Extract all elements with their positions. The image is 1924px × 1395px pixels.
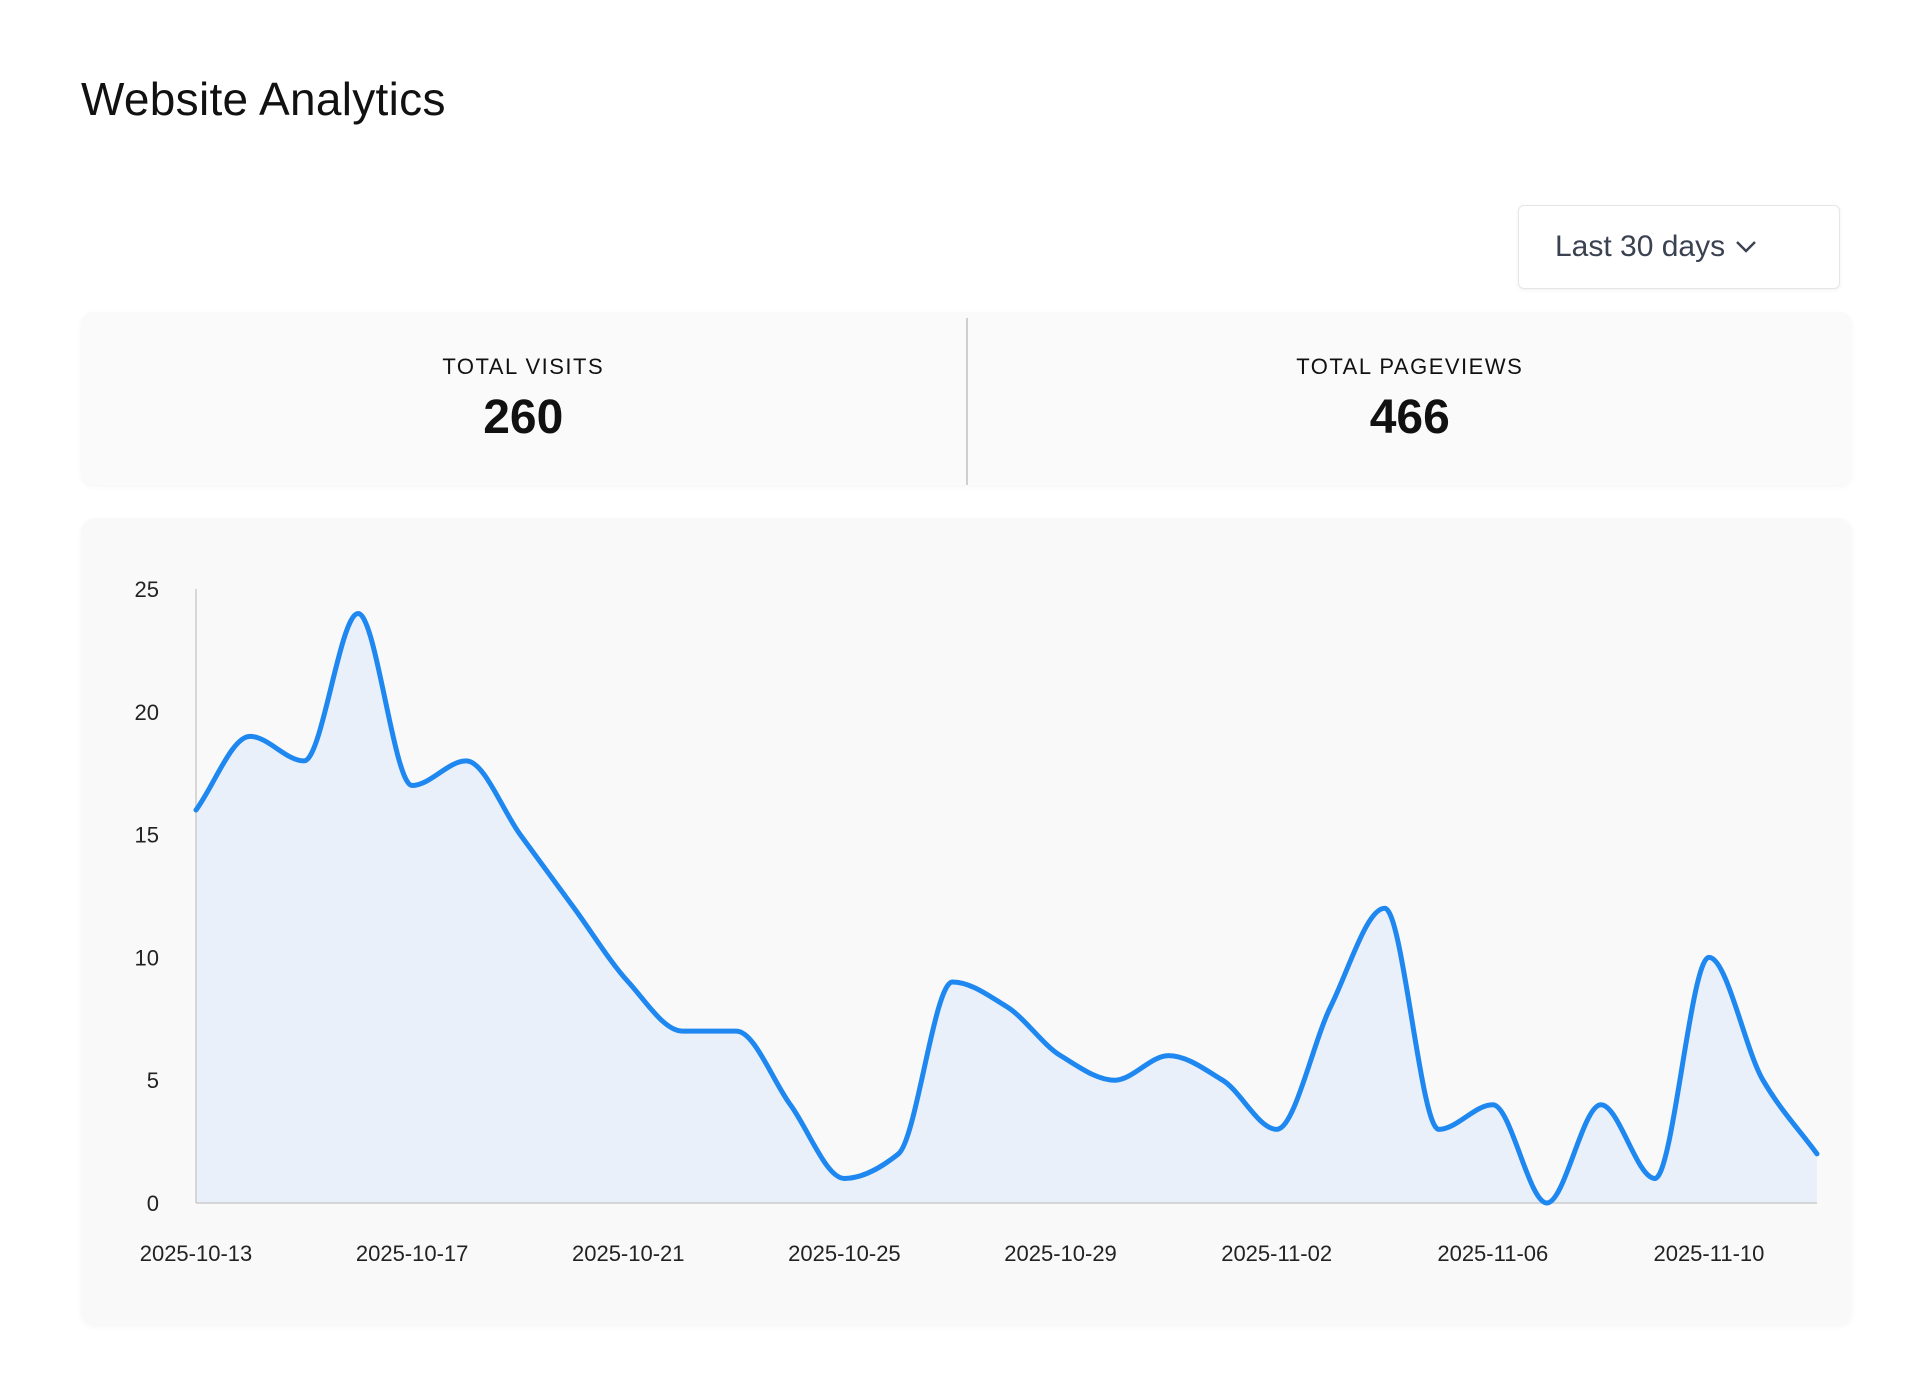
y-tick-label: 25 (135, 577, 159, 602)
stat-label: TOTAL VISITS (442, 354, 605, 379)
visits-chart: 0 5 10 15 20 25 2025-10-13 2025-10-17 2025-10-21… (135, 577, 1820, 1266)
x-tick-label: 2025-10-21 (572, 1241, 685, 1266)
y-tick-label: 0 (147, 1191, 159, 1216)
total-pageviews-stat: TOTAL PAGEVIEWS 466 (965, 318, 1853, 485)
y-tick-label: 10 (135, 945, 159, 970)
x-tick-label: 2025-11-06 (1437, 1241, 1548, 1266)
x-tick-label: 2025-11-10 (1653, 1241, 1764, 1266)
x-tick-label: 2025-10-13 (140, 1241, 253, 1266)
chevron-down-icon (1736, 241, 1756, 253)
date-range-label: Last 30 days (1555, 230, 1726, 263)
page-title: Website Analytics (81, 73, 446, 125)
x-tick-label: 2025-10-25 (788, 1241, 901, 1266)
stat-label: TOTAL PAGEVIEWS (1296, 354, 1524, 379)
total-visits-stat: TOTAL VISITS 260 (81, 312, 966, 485)
stat-value: 466 (1369, 391, 1450, 444)
x-tick-label: 2025-10-29 (1004, 1241, 1117, 1266)
y-tick-label: 5 (147, 1068, 159, 1093)
stat-value: 260 (483, 391, 564, 444)
date-range-dropdown[interactable]: Last 30 days (1518, 205, 1840, 289)
visits-line (193, 611, 1820, 1206)
visits-chart-card: 0 5 10 15 20 25 2025-10-13 2025-10-17 2025-10-21… (81, 518, 1852, 1325)
x-tick-label: 2025-10-17 (356, 1241, 469, 1266)
x-tick-label: 2025-11-02 (1221, 1241, 1332, 1266)
y-tick-label: 20 (135, 700, 159, 725)
y-tick-label: 15 (135, 823, 159, 848)
area-fill (196, 613, 1817, 1203)
stats-card: TOTAL VISITS 260 TOTAL PAGEVIEWS 466 (81, 312, 1852, 485)
